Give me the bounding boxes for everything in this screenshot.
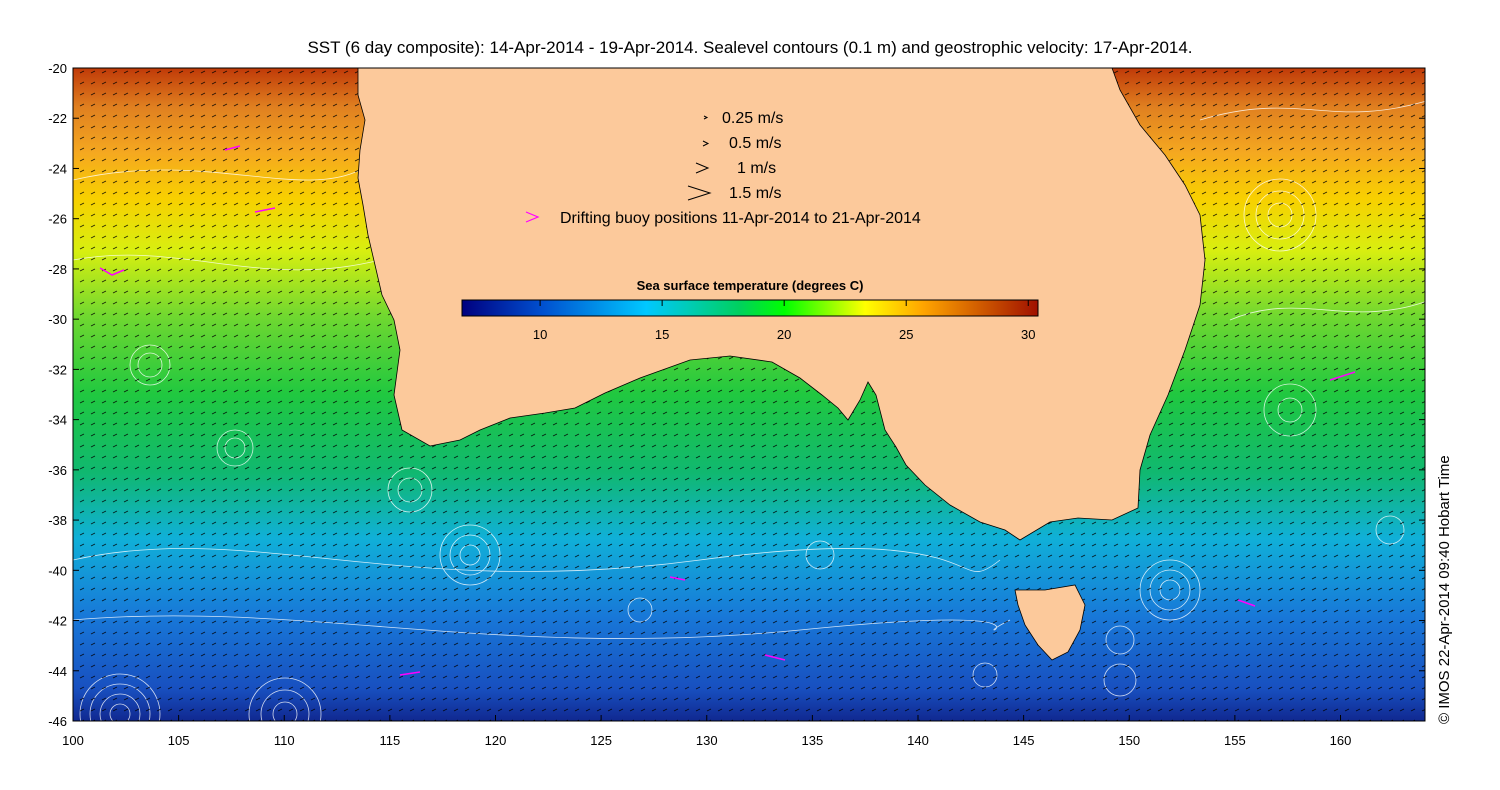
lon-tick-label: 105 [168, 733, 190, 748]
lat-tick-label: -28 [48, 262, 67, 277]
lon-tick-label: 115 [380, 733, 401, 748]
legend-buoy: Drifting buoy positions 11-Apr-2014 to 2… [560, 210, 921, 227]
lon-tick-label: 130 [696, 733, 718, 748]
lon-tick-label: 100 [62, 733, 84, 748]
lon-tick-label: 155 [1224, 733, 1246, 748]
velocity-legend: 0.25 m/s 0.5 m/s 1 m/s 1.5 m/s Drifting … [525, 110, 921, 227]
tasmania-land [1014, 584, 1086, 661]
legend-speed-15: 1.5 m/s [729, 185, 781, 202]
lat-tick-label: -44 [48, 664, 67, 679]
buoy-tracks [99, 145, 1356, 676]
lat-tick-label: -26 [48, 212, 67, 227]
buoy-marker-icon [525, 211, 540, 223]
longitude-axis: 100 105 110 115 120 125 130 135 140 145 150 155 160 [62, 715, 1351, 748]
colorbar: Sea surface temperature (degrees C) 10 15… [461, 278, 1039, 342]
colorbar-tick-label: 20 [777, 327, 791, 342]
lon-tick-label: 150 [1118, 733, 1140, 748]
arrow-1-icon [695, 162, 710, 174]
colorbar-title: Sea surface temperature (degrees C) [637, 278, 864, 293]
legend-speed-05: 0.5 m/s [729, 135, 781, 152]
colorbar-tick-label: 25 [899, 327, 913, 342]
lat-tick-label: -46 [48, 714, 67, 729]
legend-speed-1: 1 m/s [737, 160, 776, 177]
colorbar-ramp [461, 299, 1039, 317]
lat-tick-label: -20 [48, 61, 67, 76]
plot-frame [72, 67, 1426, 722]
map-title: SST (6 day composite): 14-Apr-2014 - 19-… [307, 38, 1193, 57]
lat-tick-label: -38 [48, 513, 67, 528]
lat-tick-label: -42 [48, 614, 67, 629]
legend-speed-025: 0.25 m/s [722, 110, 783, 127]
arrow-15-icon [687, 185, 712, 201]
lon-tick-label: 135 [802, 733, 824, 748]
lon-tick-label: 145 [1013, 733, 1035, 748]
lon-tick-label: 160 [1330, 733, 1352, 748]
lon-tick-label: 110 [274, 733, 295, 748]
lat-tick-label: -36 [48, 463, 67, 478]
lon-tick-label: 120 [485, 733, 507, 748]
colorbar-tick-label: 10 [533, 327, 547, 342]
lat-tick-label: -32 [48, 362, 67, 377]
lat-tick-label: -40 [48, 563, 67, 578]
lon-tick-label: 140 [907, 733, 929, 748]
colorbar-tick-label: 15 [655, 327, 669, 342]
colorbar-tick-label: 30 [1021, 327, 1035, 342]
lat-tick-label: -30 [48, 312, 67, 327]
latitude-axis: -20 -22 -24 -26 -28 -30 -32 -34 -36 -38 -40 -42 -44 -… [48, 61, 1425, 729]
lat-tick-label: -34 [48, 413, 67, 428]
lat-tick-label: -24 [48, 161, 67, 176]
arrow-025-icon [703, 115, 709, 120]
arrow-05-icon [702, 140, 710, 147]
copyright-credit: © IMOS 22-Apr-2014 09:40 Hobart Time [1436, 455, 1453, 724]
lon-tick-label: 125 [590, 733, 612, 748]
lat-tick-label: -22 [48, 111, 67, 126]
